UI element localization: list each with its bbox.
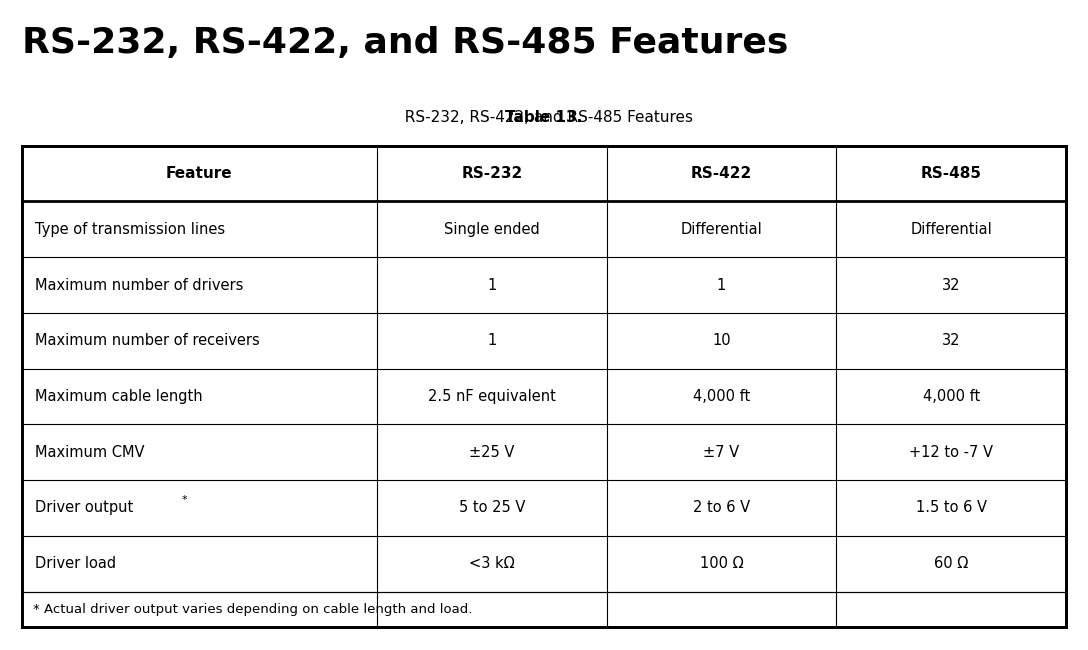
Text: +12 to -7 V: +12 to -7 V: [910, 445, 993, 460]
Text: 1: 1: [487, 278, 496, 292]
Text: Type of transmission lines: Type of transmission lines: [35, 222, 225, 237]
Text: Maximum number of receivers: Maximum number of receivers: [35, 333, 260, 348]
Text: Feature: Feature: [166, 166, 233, 181]
Text: <3 kΩ: <3 kΩ: [469, 556, 515, 571]
Text: 4,000 ft: 4,000 ft: [923, 389, 980, 404]
Text: Driver output: Driver output: [35, 500, 133, 515]
Text: 100 Ω: 100 Ω: [700, 556, 743, 571]
Text: Driver load: Driver load: [35, 556, 116, 571]
Text: Differential: Differential: [681, 222, 763, 237]
Text: RS-232: RS-232: [461, 166, 522, 181]
Text: ±25 V: ±25 V: [469, 445, 515, 460]
Text: RS-485: RS-485: [920, 166, 981, 181]
Text: 10: 10: [713, 333, 731, 348]
Text: Single ended: Single ended: [444, 222, 540, 237]
Text: Maximum CMV: Maximum CMV: [35, 445, 145, 460]
Text: RS-422: RS-422: [691, 166, 752, 181]
Text: 2.5 nF equivalent: 2.5 nF equivalent: [428, 389, 556, 404]
Text: 1.5 to 6 V: 1.5 to 6 V: [916, 500, 987, 515]
Text: 1: 1: [487, 333, 496, 348]
Text: 32: 32: [942, 333, 961, 348]
Text: Table 13.: Table 13.: [505, 111, 583, 125]
Text: * Actual driver output varies depending on cable length and load.: * Actual driver output varies depending …: [33, 603, 472, 616]
Text: 2 to 6 V: 2 to 6 V: [693, 500, 750, 515]
Text: *: *: [182, 495, 187, 505]
Text: RS-232, RS-422, and RS-485 Features: RS-232, RS-422, and RS-485 Features: [22, 26, 788, 60]
Text: Maximum cable length: Maximum cable length: [35, 389, 202, 404]
Text: Maximum number of drivers: Maximum number of drivers: [35, 278, 244, 292]
Text: ±7 V: ±7 V: [704, 445, 740, 460]
Text: Differential: Differential: [911, 222, 992, 237]
Text: 4,000 ft: 4,000 ft: [693, 389, 751, 404]
Text: 60 Ω: 60 Ω: [935, 556, 968, 571]
Text: 32: 32: [942, 278, 961, 292]
Text: RS-232, RS-422, and RS-485 Features: RS-232, RS-422, and RS-485 Features: [395, 111, 693, 125]
Text: 5 to 25 V: 5 to 25 V: [458, 500, 526, 515]
Text: 1: 1: [717, 278, 726, 292]
